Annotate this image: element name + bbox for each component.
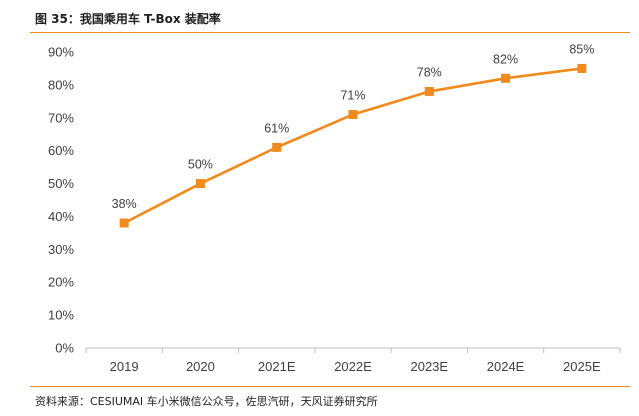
title-rule	[30, 32, 630, 33]
y-tick-label: 60%	[48, 143, 74, 158]
data-point	[119, 218, 129, 228]
y-tick-label: 10%	[48, 308, 74, 323]
source-rule	[30, 386, 630, 387]
data-point	[195, 179, 205, 189]
data-labels: 38% 50% 61% 71% 78% 82% 85%	[112, 42, 595, 211]
data-point	[272, 142, 282, 152]
y-tick-label: 0%	[55, 341, 74, 356]
data-label: 85%	[569, 42, 594, 56]
x-tick-label: 2024E	[487, 359, 525, 374]
figure-title: 图 35：我国乘用车 T-Box 装配率	[35, 12, 221, 26]
x-axis: 2019 2020 2021E 2022E 2023E 2024E 2025E	[85, 347, 621, 374]
x-tick-label: 2025E	[563, 359, 601, 374]
y-tick-label: 80%	[48, 77, 74, 92]
data-label: 82%	[493, 52, 518, 66]
y-tick-label: 30%	[48, 242, 74, 257]
data-label: 38%	[112, 197, 137, 211]
y-axis: 0% 10% 20% 30% 40% 50% 60% 70% 80% 90%	[48, 45, 74, 356]
x-tick-label: 2023E	[410, 359, 448, 374]
series-line-group	[119, 63, 587, 228]
data-point	[348, 109, 358, 119]
data-label: 78%	[417, 65, 442, 79]
y-tick-label: 90%	[48, 45, 74, 60]
y-tick-label: 40%	[48, 209, 74, 224]
y-tick-label: 50%	[48, 176, 74, 191]
x-tick-label: 2019	[110, 359, 139, 374]
source-note: 资料来源：CESIUMAI 车小米微信公众号，佐思汽研，天风证券研究所	[35, 395, 378, 408]
data-point	[577, 63, 587, 73]
y-tick-label: 70%	[48, 110, 74, 125]
y-tick-label: 20%	[48, 275, 74, 290]
x-tick-label: 2021E	[258, 359, 296, 374]
data-label: 71%	[340, 88, 365, 102]
data-label: 61%	[264, 121, 289, 135]
data-point	[501, 73, 511, 83]
data-label: 50%	[188, 158, 213, 172]
x-tick-label: 2020	[186, 359, 215, 374]
x-tick-label: 2022E	[334, 359, 372, 374]
data-point	[424, 86, 434, 96]
